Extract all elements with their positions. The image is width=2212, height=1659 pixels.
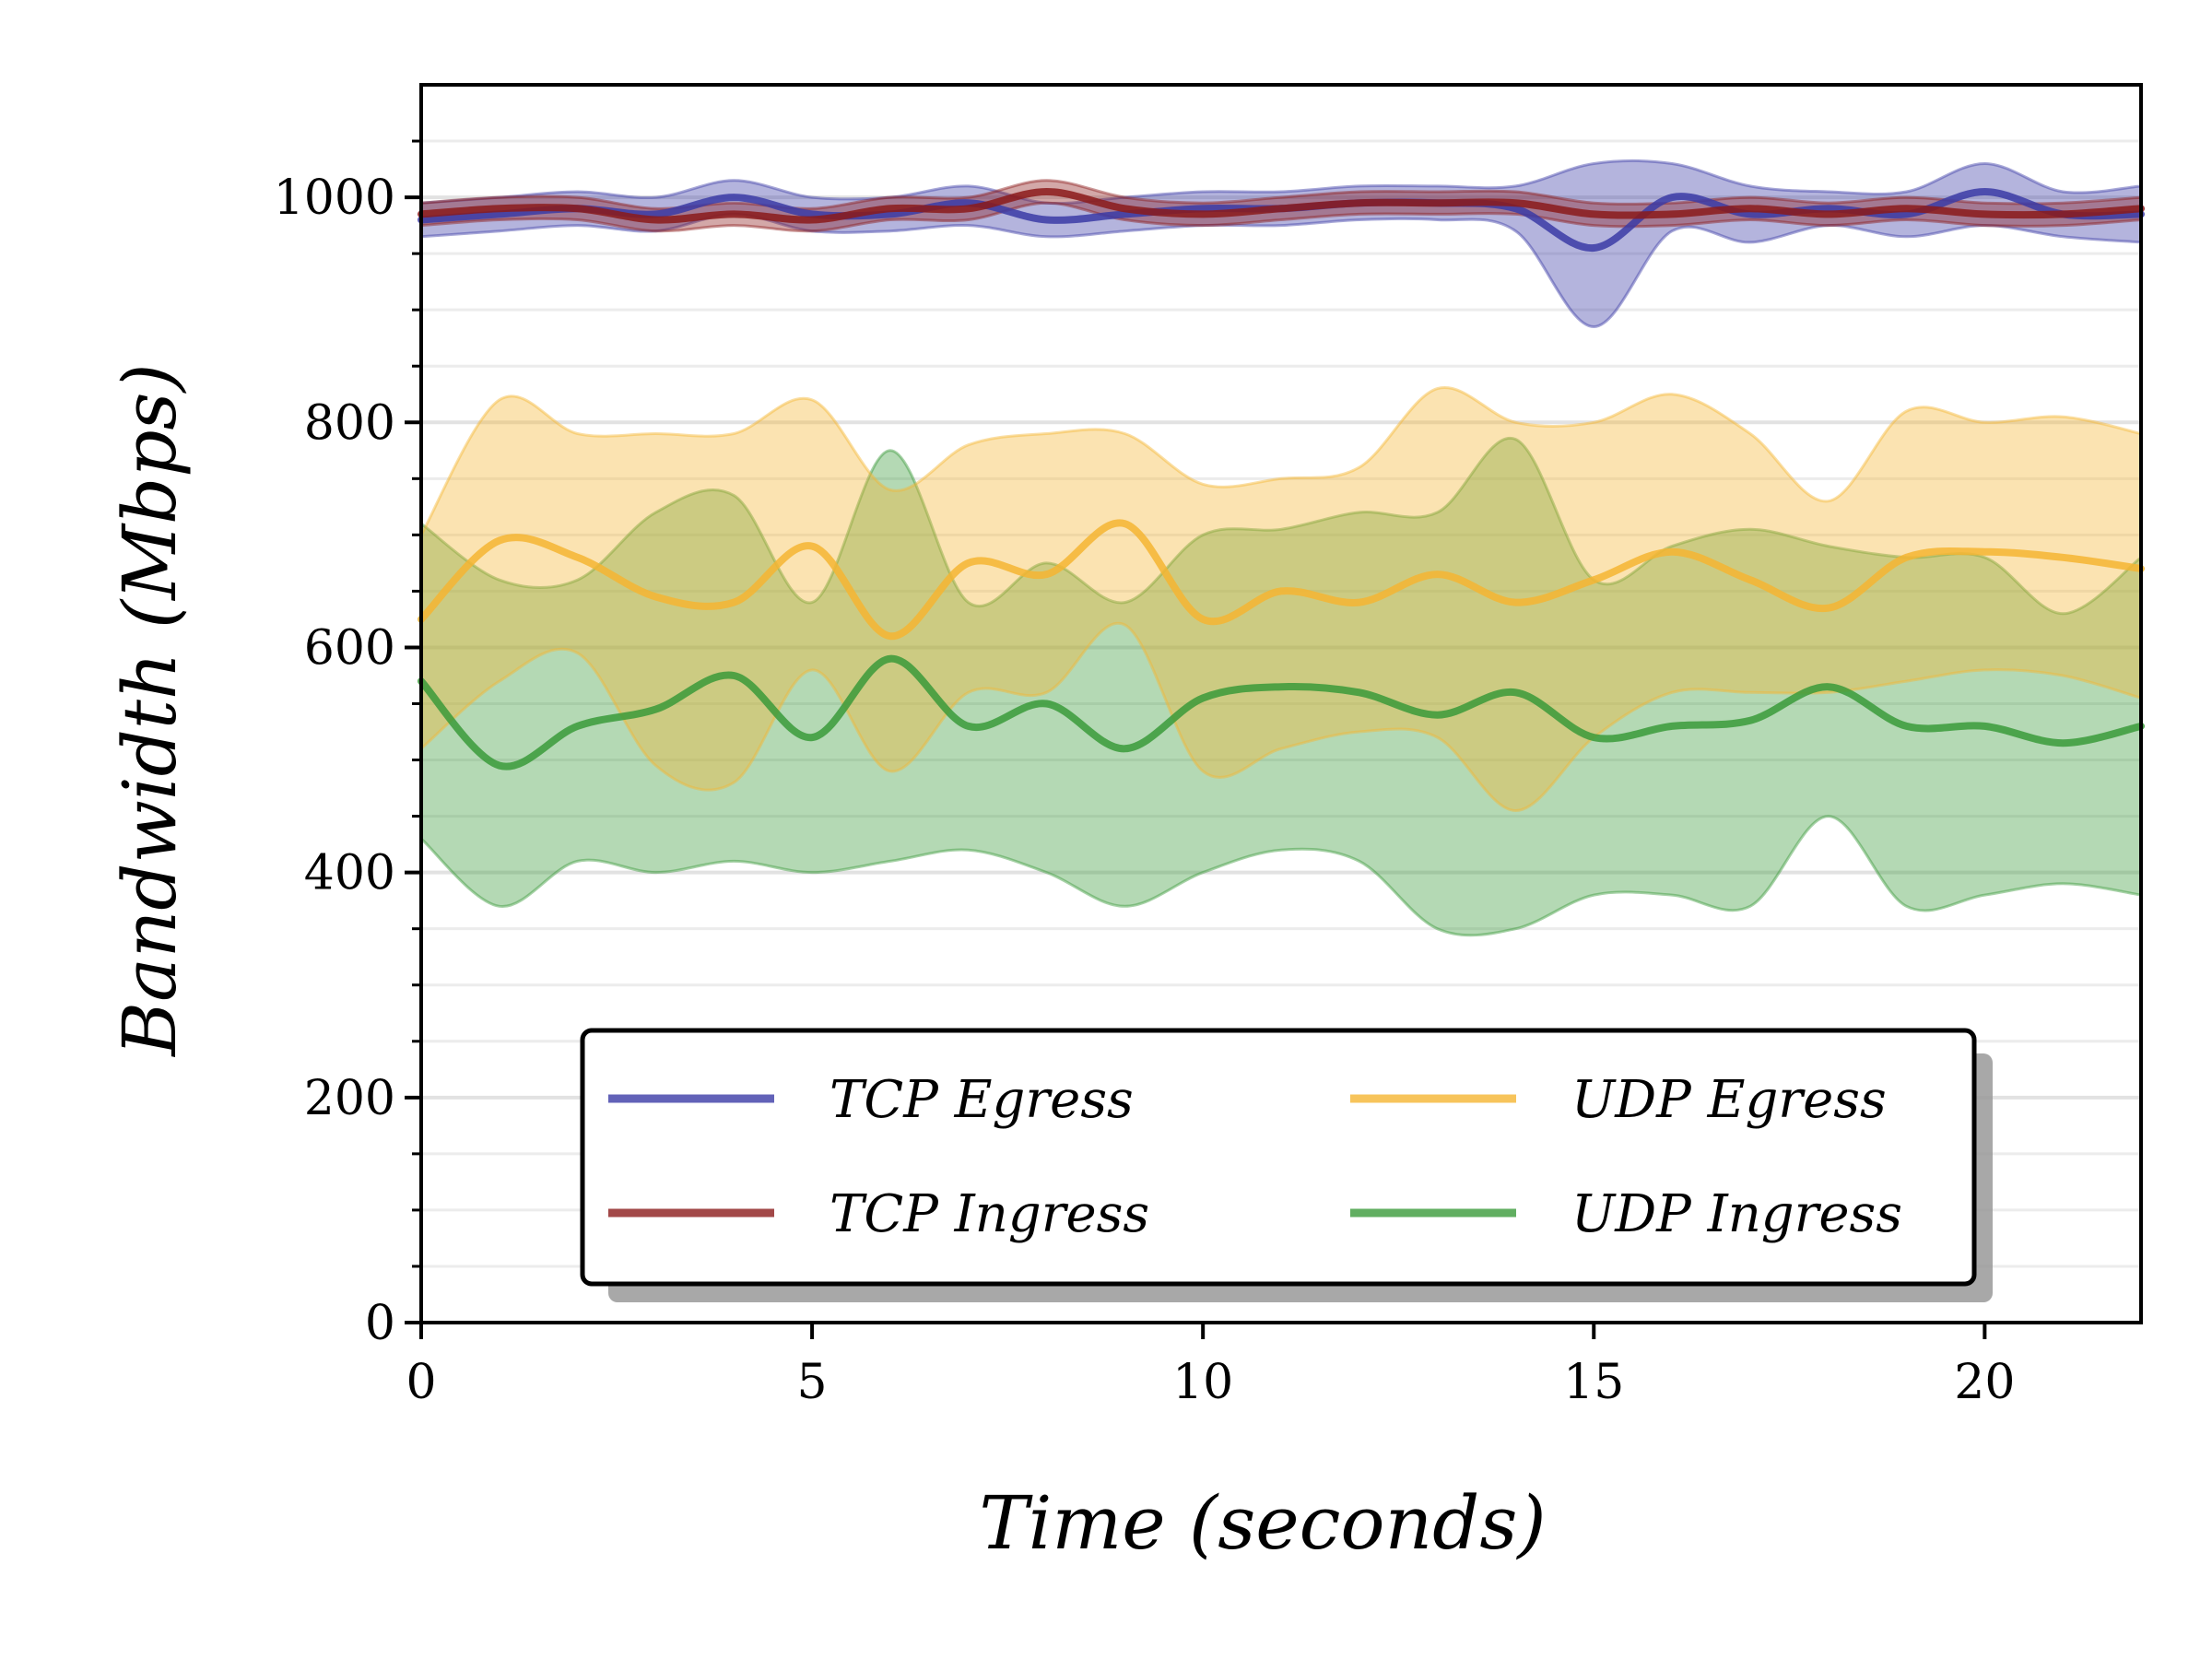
y-axis-title: Bandwidth (Mbps) [107,363,193,1057]
x-tick-label: 10 [1172,1355,1233,1410]
x-tick-label: 0 [406,1355,436,1410]
mean-lines [418,188,2145,771]
y-tick-label: 600 [304,620,395,676]
y-tick-label: 0 [365,1296,395,1351]
udp-egress-band [419,386,2143,813]
x-tick-label: 20 [1954,1355,2015,1410]
udp-ingress-line [418,654,2145,771]
y-tick-label: 200 [304,1071,395,1126]
legend: TCP Egress TCP Ingress UDP Egress UDP Ingre… [580,1028,1993,1302]
x-axis-title: Time (seconds) [979,1480,1546,1566]
x-tick-label: 5 [797,1355,828,1410]
legend-box [580,1028,1977,1287]
legend-label-udp-ingress: UDP Ingress [1571,1184,1902,1244]
legend-label-tcp-egress: TCP Egress [830,1070,1134,1130]
tcp-ingress-line [418,188,2145,224]
legend-label-udp-egress: UDP Egress [1571,1070,1887,1130]
y-tick-label: 400 [304,846,395,901]
x-tick-label: 15 [1563,1355,1624,1410]
y-tick-label: 1000 [274,171,395,226]
udp-egress-line [418,519,2145,641]
axis-ticks: 0 200 400 600 800 1000 0 5 10 15 20 [274,139,2015,1410]
legend-label-tcp-ingress: TCP Ingress [830,1184,1149,1244]
y-tick-label: 800 [304,395,395,451]
